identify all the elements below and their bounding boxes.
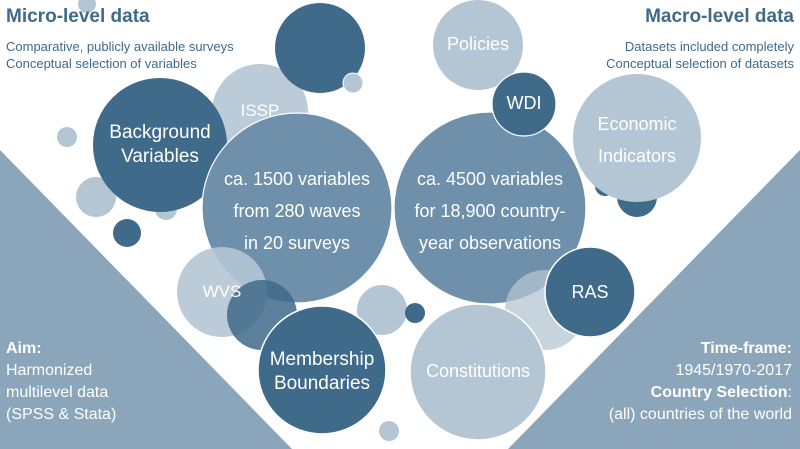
aim-label: Aim: bbox=[6, 340, 42, 357]
bubble-top-small bbox=[342, 72, 364, 94]
deco-bubble bbox=[113, 219, 141, 247]
aim-block: Aim: Harmonized multilevel data (SPSS & … bbox=[6, 338, 116, 426]
bubble-top-dark bbox=[275, 3, 365, 93]
macro-title: Macro-level data bbox=[645, 6, 794, 27]
bubble-ras bbox=[544, 246, 636, 338]
bubble-policies bbox=[433, 0, 523, 90]
wvs-label: WVS bbox=[202, 282, 242, 301]
macro-center-line-1: ca. 4500 variables bbox=[416, 169, 564, 189]
micro-line-1: Comparative, publicly available surveys bbox=[6, 39, 234, 54]
deco-bubble bbox=[357, 285, 407, 335]
micro-center-label: ca. 1500 variables from 280 waves in 20 … bbox=[210, 163, 384, 259]
deco-bubble bbox=[57, 127, 77, 147]
deco-bubble bbox=[379, 421, 399, 441]
issp-label: ISSP bbox=[240, 101, 280, 120]
timeframe-label: Time-frame: bbox=[700, 340, 792, 357]
left-panel bbox=[0, 150, 292, 449]
membership-line-1: Membership bbox=[269, 349, 375, 370]
macro-center-line-2: for 18,900 country- bbox=[414, 201, 566, 221]
bubble-micro-center bbox=[201, 112, 393, 304]
macro-center-label: ca. 4500 variables for 18,900 country- y… bbox=[397, 163, 583, 259]
background-line-2: Variables bbox=[121, 145, 199, 167]
aim-line-1: Harmonized bbox=[6, 362, 93, 379]
selection-value: (all) countries of the world bbox=[608, 406, 792, 423]
micro-center-line-3: in 20 surveys bbox=[243, 233, 351, 253]
macro-center-line-3: year observations bbox=[418, 233, 562, 253]
bubble-constitutions bbox=[409, 303, 547, 441]
bubble-background bbox=[93, 78, 227, 212]
bubble-macro-center bbox=[393, 111, 587, 305]
micro-title: Micro-level data bbox=[6, 6, 150, 27]
economic-label: Economic Indicators bbox=[578, 108, 696, 172]
bubble-wdi bbox=[491, 71, 557, 137]
wdi-label: WDI bbox=[506, 93, 542, 113]
deco-bubble bbox=[78, 0, 96, 13]
bubble-membership bbox=[257, 305, 387, 435]
membership-label: Membership Boundaries bbox=[258, 348, 386, 396]
selection-label-row: Country Selection: bbox=[609, 382, 792, 404]
micro-line-2: Conceptual selection of variables bbox=[6, 56, 197, 71]
economic-line-1: Economic bbox=[597, 114, 677, 134]
aim-line-3: (SPSS & Stata) bbox=[6, 406, 117, 423]
policies-label: Policies bbox=[446, 34, 510, 54]
timeframe-value: 1945/1970-2017 bbox=[675, 362, 792, 379]
economic-line-2: Indicators bbox=[597, 146, 677, 166]
macro-line-2: Conceptual selection of datasets bbox=[606, 56, 794, 71]
deco-bubble bbox=[405, 303, 425, 323]
micro-center-line-1: ca. 1500 variables bbox=[223, 169, 371, 189]
selection-colon: : bbox=[787, 384, 792, 401]
background-line-1: Background bbox=[109, 122, 211, 143]
right-panel bbox=[508, 150, 800, 449]
aim-line-2: multilevel data bbox=[6, 384, 109, 401]
constitutions-label: Constitutions bbox=[425, 361, 531, 381]
macro-line-1: Datasets included completely bbox=[624, 39, 794, 54]
timeframe-block: Time-frame: 1945/1970-2017 Country Selec… bbox=[609, 338, 792, 426]
selection-label: Country Selection bbox=[650, 384, 788, 401]
membership-line-2: Boundaries bbox=[273, 372, 371, 394]
background-label: Background Variables bbox=[93, 121, 227, 169]
ras-label: RAS bbox=[571, 282, 609, 302]
bubble-economic bbox=[573, 74, 701, 202]
deco-bubble bbox=[76, 177, 116, 217]
micro-center-line-2: from 280 waves bbox=[233, 201, 361, 221]
